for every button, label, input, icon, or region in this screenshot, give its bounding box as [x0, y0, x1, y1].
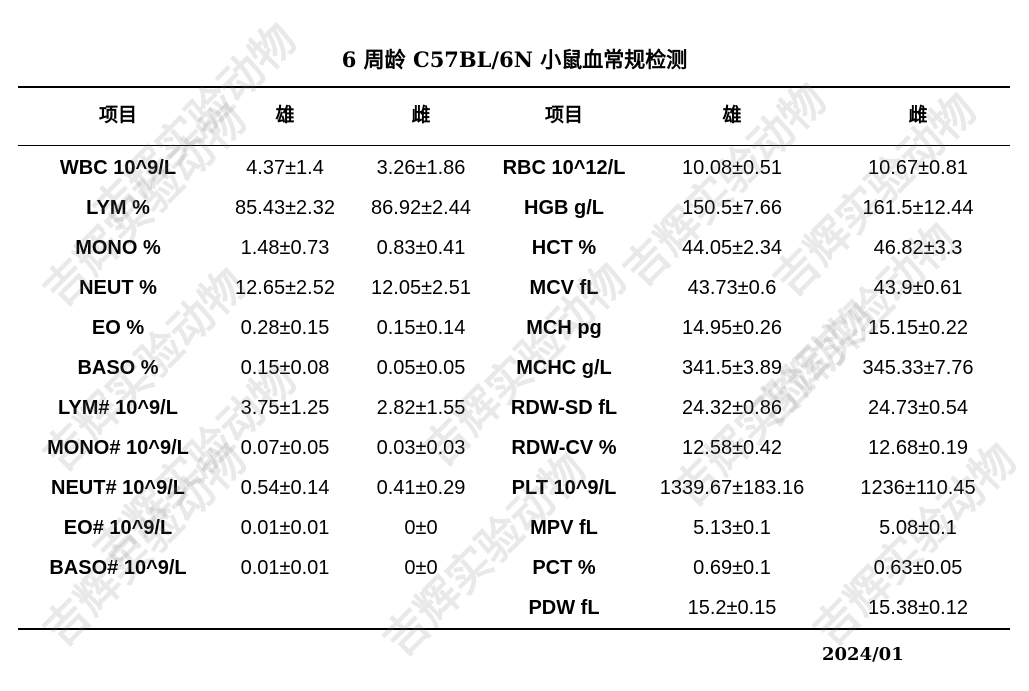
table-row: PDW fL 15.2±0.15 15.38±0.12: [0, 588, 1029, 628]
header-item-right: 项目: [544, 104, 584, 126]
table-row: MONO# 10^9/L 0.07±0.05 0.03±0.03 RDW-CV % 12…: [0, 428, 1029, 468]
top-rule: [18, 86, 1010, 88]
cell-item-right: PDW fL: [528, 597, 600, 619]
cell-male-right: 44.05±2.34: [682, 237, 782, 259]
cell-item-left: EO %: [91, 317, 145, 339]
cell-item-left: NEUT %: [79, 277, 157, 299]
cell-item-left: MONO# 10^9/L: [47, 437, 189, 459]
table-row: NEUT# 10^9/L 0.54±0.14 0.41±0.29 PLT 10^9/L…: [0, 468, 1029, 508]
cell-item-left: NEUT# 10^9/L: [51, 477, 185, 499]
table-row: NEUT % 12.65±2.52 12.05±2.51 MCV fL 43.73±0.…: [0, 268, 1029, 308]
cell-item-right: MCH pg: [526, 317, 602, 339]
cell-male-right: 10.08±0.51: [682, 157, 782, 179]
cell-female-right: 1236±110.45: [860, 477, 976, 499]
cell-item-right: RBC 10^12/L: [502, 157, 626, 179]
table-row: LYM % 85.43±2.32 86.92±2.44 HGB g/L 150.5±7.…: [0, 188, 1029, 228]
cell-male-left: 85.43±2.32: [235, 197, 335, 219]
cell-female-left: 0.03±0.03: [376, 437, 466, 459]
cell-item-left: LYM %: [86, 197, 150, 219]
table-row: BASO % 0.15±0.08 0.05±0.05 MCHC g/L 341.5±3.…: [0, 348, 1029, 388]
cell-male-right: 24.32±0.86: [682, 397, 782, 419]
cell-male-left: 0.01±0.01: [240, 517, 330, 539]
header-male-right: 雄: [722, 104, 742, 126]
cell-item-left: BASO# 10^9/L: [49, 557, 187, 579]
cell-female-left: 86.92±2.44: [371, 197, 471, 219]
cell-male-right: 0.69±0.1: [693, 557, 771, 579]
cell-female-left: 0.41±0.29: [376, 477, 466, 499]
cell-male-right: 15.2±0.15: [687, 597, 777, 619]
cell-female-right: 12.68±0.19: [868, 437, 968, 459]
cell-male-left: 0.15±0.08: [240, 357, 330, 379]
cell-female-left: 0±0: [404, 557, 438, 579]
cell-item-right: RDW-SD fL: [510, 397, 618, 419]
cell-female-left: 2.82±1.55: [376, 397, 466, 419]
cell-male-left: 4.37±1.4: [246, 157, 324, 179]
cell-male-left: 12.65±2.52: [235, 277, 335, 299]
cell-female-left: 0.83±0.41: [376, 237, 466, 259]
cell-item-left: MONO %: [75, 237, 161, 259]
cell-item-left: BASO %: [77, 357, 159, 379]
cell-male-right: 43.73±0.6: [687, 277, 777, 299]
cell-female-left: 3.26±1.86: [376, 157, 466, 179]
cell-item-left: LYM# 10^9/L: [58, 397, 178, 419]
table-row: BASO# 10^9/L 0.01±0.01 0±0 PCT % 0.69±0.1 0.6…: [0, 548, 1029, 588]
cell-item-right: RDW-CV %: [511, 437, 617, 459]
cell-item-right: PLT 10^9/L: [511, 477, 617, 499]
header-item-left: 项目: [98, 104, 138, 126]
cell-female-left: 0.05±0.05: [376, 357, 466, 379]
cell-item-right: HCT %: [531, 237, 597, 259]
cell-female-left: 12.05±2.51: [371, 277, 471, 299]
table-title: 6 周龄 C57BL/6N 小鼠血常规检测: [341, 47, 688, 72]
cell-item-left: EO# 10^9/L: [63, 517, 173, 539]
cell-male-right: 14.95±0.26: [682, 317, 782, 339]
bottom-rule: [18, 628, 1010, 630]
cell-male-left: 3.75±1.25: [240, 397, 330, 419]
cell-male-right: 1339.67±183.16: [659, 477, 805, 499]
cell-item-right: MCHC g/L: [516, 357, 612, 379]
cell-male-left: 0.54±0.14: [240, 477, 330, 499]
cell-male-right: 12.58±0.42: [682, 437, 782, 459]
cell-female-right: 0.63±0.05: [873, 557, 963, 579]
table-row: MONO % 1.48±0.73 0.83±0.41 HCT % 44.05±2.34 4…: [0, 228, 1029, 268]
cell-female-right: 15.15±0.22: [868, 317, 968, 339]
cell-male-left: 1.48±0.73: [240, 237, 330, 259]
cell-item-left: WBC 10^9/L: [59, 157, 177, 179]
header-female-right: 雌: [908, 104, 928, 126]
cell-male-right: 5.13±0.1: [693, 517, 771, 539]
header-row: 项目 雄 雌 项目 雄 雌: [0, 95, 1029, 135]
cell-female-right: 24.73±0.54: [868, 397, 968, 419]
cell-female-right: 46.82±3.3: [873, 237, 963, 259]
table-row: WBC 10^9/L 4.37±1.4 3.26±1.86 RBC 10^12/L 10…: [0, 148, 1029, 188]
report-date: 2024/01: [822, 644, 904, 665]
cell-male-right: 341.5±3.89: [682, 357, 782, 379]
cell-male-left: 0.07±0.05: [240, 437, 330, 459]
cell-female-left: 0±0: [404, 517, 438, 539]
cell-female-right: 10.67±0.81: [868, 157, 968, 179]
cell-male-right: 150.5±7.66: [682, 197, 782, 219]
header-rule: [18, 145, 1010, 146]
table-row: EO# 10^9/L 0.01±0.01 0±0 MPV fL 5.13±0.1 5.08…: [0, 508, 1029, 548]
cell-item-right: PCT %: [532, 557, 596, 579]
cell-male-left: 0.28±0.15: [240, 317, 330, 339]
cell-female-right: 15.38±0.12: [868, 597, 968, 619]
header-female-left: 雌: [411, 104, 431, 126]
cell-female-right: 43.9±0.61: [873, 277, 963, 299]
header-male-left: 雄: [275, 104, 295, 126]
cell-item-right: HGB g/L: [524, 197, 604, 219]
cell-female-right: 161.5±12.44: [862, 197, 974, 219]
table-row: EO % 0.28±0.15 0.15±0.14 MCH pg 14.95±0.26 15…: [0, 308, 1029, 348]
cell-male-left: 0.01±0.01: [240, 557, 330, 579]
cell-female-right: 5.08±0.1: [879, 517, 957, 539]
cell-female-right: 345.33±7.76: [862, 357, 974, 379]
cell-item-right: MPV fL: [530, 517, 598, 539]
cell-item-right: MCV fL: [529, 277, 599, 299]
cell-female-left: 0.15±0.14: [376, 317, 466, 339]
table-row: LYM# 10^9/L 3.75±1.25 2.82±1.55 RDW-SD fL 24…: [0, 388, 1029, 428]
